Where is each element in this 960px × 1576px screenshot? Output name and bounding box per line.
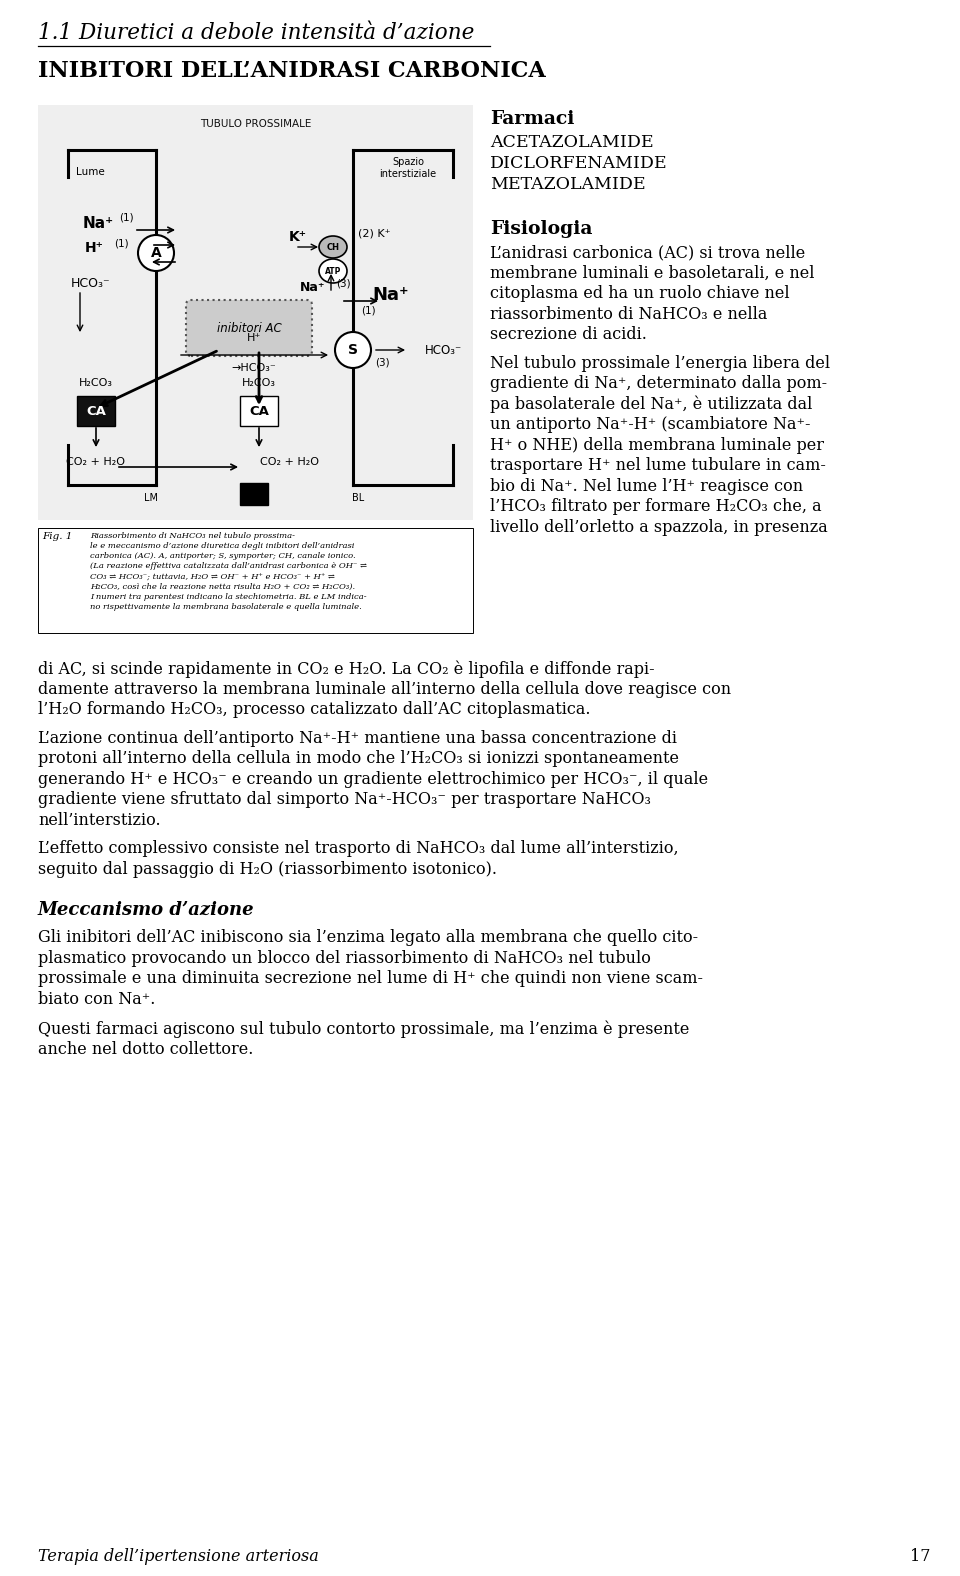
Text: 17: 17 — [909, 1548, 930, 1565]
Text: CH: CH — [326, 243, 340, 252]
Text: (3): (3) — [336, 277, 350, 288]
Text: trasportare H⁺ nel lume tubulare in cam-: trasportare H⁺ nel lume tubulare in cam- — [490, 457, 826, 474]
Text: Lume: Lume — [76, 167, 105, 177]
Text: METAZOLAMIDE: METAZOLAMIDE — [490, 177, 646, 192]
Text: H₂CO₃: H₂CO₃ — [79, 378, 113, 388]
Text: DICLORFENAMIDE: DICLORFENAMIDE — [490, 154, 667, 172]
Text: livello dell’orletto a spazzola, in presenza: livello dell’orletto a spazzola, in pres… — [490, 519, 828, 536]
Text: Farmaci: Farmaci — [490, 110, 574, 128]
Text: di AC, si scinde rapidamente in CO₂ e H₂O. La CO₂ è lipofila e diffonde rapi-: di AC, si scinde rapidamente in CO₂ e H₂… — [38, 660, 655, 678]
Text: generando H⁺ e HCO₃⁻ e creando un gradiente elettrochimico per HCO₃⁻, il quale: generando H⁺ e HCO₃⁻ e creando un gradie… — [38, 771, 708, 788]
Text: protoni all’interno della cellula in modo che l’H₂CO₃ si ionizzi spontaneamente: protoni all’interno della cellula in mod… — [38, 750, 679, 768]
Text: Fig. 1: Fig. 1 — [42, 533, 72, 541]
Text: L’anidrasi carbonica (AC) si trova nelle: L’anidrasi carbonica (AC) si trova nelle — [490, 244, 805, 262]
Text: K⁺: K⁺ — [289, 230, 307, 244]
Text: Gli inibitori dell’AC inibiscono sia l’enzima legato alla membrana che quello ci: Gli inibitori dell’AC inibiscono sia l’e… — [38, 928, 698, 946]
Text: prossimale e una diminuita secrezione nel lume di H⁺ che quindi non viene scam-: prossimale e una diminuita secrezione ne… — [38, 969, 703, 987]
Text: ATP: ATP — [324, 266, 341, 276]
Text: gradiente viene sfruttato dal simporto Na⁺-HCO₃⁻ per trasportare NaHCO₃: gradiente viene sfruttato dal simporto N… — [38, 791, 651, 808]
Text: ACETAZOLAMIDE: ACETAZOLAMIDE — [490, 134, 654, 151]
Text: CA: CA — [249, 405, 269, 418]
Text: H₂CO₃: H₂CO₃ — [242, 378, 276, 388]
Text: A: A — [151, 246, 161, 260]
Text: LM: LM — [144, 493, 158, 503]
Text: gradiente di Na⁺, determinato dalla pom-: gradiente di Na⁺, determinato dalla pom- — [490, 375, 828, 392]
Text: INIBITORI DELL’ANIDRASI CARBONICA: INIBITORI DELL’ANIDRASI CARBONICA — [38, 60, 545, 82]
Text: TUBULO PROSSIMALE: TUBULO PROSSIMALE — [200, 120, 311, 129]
Text: plasmatico provocando un blocco del riassorbimento di NaHCO₃ nel tubulo: plasmatico provocando un blocco del rias… — [38, 949, 651, 966]
Text: (1): (1) — [361, 306, 375, 315]
Text: Na⁺: Na⁺ — [300, 281, 325, 293]
Text: membrane luminali e basoletarali, e nel: membrane luminali e basoletarali, e nel — [490, 265, 814, 282]
Text: un antiporto Na⁺-H⁺ (scambiatore Na⁺-: un antiporto Na⁺-H⁺ (scambiatore Na⁺- — [490, 416, 810, 433]
FancyBboxPatch shape — [240, 482, 268, 504]
Text: bio di Na⁺. Nel lume l’H⁺ reagisce con: bio di Na⁺. Nel lume l’H⁺ reagisce con — [490, 478, 804, 495]
Text: l’HCO₃ filtrato per formare H₂CO₃ che, a: l’HCO₃ filtrato per formare H₂CO₃ che, a — [490, 498, 822, 515]
FancyBboxPatch shape — [77, 396, 115, 426]
Ellipse shape — [319, 258, 347, 284]
Text: L’effetto complessivo consiste nel trasporto di NaHCO₃ dal lume all’interstizio,: L’effetto complessivo consiste nel trasp… — [38, 840, 679, 857]
Text: H⁺: H⁺ — [84, 241, 104, 255]
Text: Na⁺: Na⁺ — [372, 285, 409, 304]
Text: Meccanismo d’azione: Meccanismo d’azione — [38, 901, 254, 919]
Text: (1): (1) — [113, 238, 129, 247]
Circle shape — [335, 333, 371, 369]
FancyBboxPatch shape — [38, 528, 473, 634]
Text: secrezione di acidi.: secrezione di acidi. — [490, 326, 647, 344]
Text: riassorbimento di NaHCO₃ e nella: riassorbimento di NaHCO₃ e nella — [490, 306, 767, 323]
Text: CO₂ + H₂O: CO₂ + H₂O — [259, 457, 319, 466]
Text: biato con Na⁺.: biato con Na⁺. — [38, 990, 156, 1007]
Text: seguito dal passaggio di H₂O (riassorbimento isotonico).: seguito dal passaggio di H₂O (riassorbim… — [38, 860, 497, 878]
Text: l’H₂O formando H₂CO₃, processo catalizzato dall’AC citoplasmatica.: l’H₂O formando H₂CO₃, processo catalizza… — [38, 701, 590, 719]
Text: BL: BL — [352, 493, 364, 503]
Text: Questi farmaci agiscono sul tubulo contorto prossimale, ma l’enzima è presente: Questi farmaci agiscono sul tubulo conto… — [38, 1021, 689, 1039]
Text: (3): (3) — [375, 358, 390, 367]
Text: Terapia dell’ipertensione arteriosa: Terapia dell’ipertensione arteriosa — [38, 1548, 319, 1565]
Text: H⁺: H⁺ — [247, 333, 261, 344]
Text: damente attraverso la membrana luminale all’interno della cellula dove reagisce : damente attraverso la membrana luminale … — [38, 681, 732, 698]
Text: Spazio
interstiziale: Spazio interstiziale — [379, 158, 437, 180]
Text: inibitori AC: inibitori AC — [217, 322, 281, 334]
Text: (1): (1) — [119, 213, 133, 222]
Text: nell’interstizio.: nell’interstizio. — [38, 812, 160, 829]
Text: HCO₃⁻: HCO₃⁻ — [425, 344, 463, 356]
Text: (2) K⁺: (2) K⁺ — [358, 229, 391, 238]
Ellipse shape — [319, 236, 347, 258]
Text: Riassorbimento di NaHCO₃ nel tubulo prossima-
le e meccanismo d’azione diuretica: Riassorbimento di NaHCO₃ nel tubulo pros… — [90, 533, 367, 611]
Text: HCO₃⁻: HCO₃⁻ — [71, 276, 110, 290]
FancyBboxPatch shape — [38, 106, 473, 520]
Text: →HCO₃⁻: →HCO₃⁻ — [231, 362, 276, 374]
FancyBboxPatch shape — [186, 299, 312, 356]
Text: Na⁺: Na⁺ — [83, 216, 113, 230]
Circle shape — [138, 235, 174, 271]
Text: 1.1 Diuretici a debole intensità d’azione: 1.1 Diuretici a debole intensità d’azion… — [38, 22, 474, 44]
Text: S: S — [348, 344, 358, 358]
Text: H⁺ o NHE) della membrana luminale per: H⁺ o NHE) della membrana luminale per — [490, 437, 824, 454]
Text: Nel tubulo prossimale l’energia libera del: Nel tubulo prossimale l’energia libera d… — [490, 355, 830, 372]
Text: L’azione continua dell’antiporto Na⁺-H⁺ mantiene una bassa concentrazione di: L’azione continua dell’antiporto Na⁺-H⁺ … — [38, 730, 677, 747]
Text: CO₂ + H₂O: CO₂ + H₂O — [66, 457, 126, 466]
Text: Fisiologia: Fisiologia — [490, 221, 592, 238]
Text: pa basolaterale del Na⁺, è utilizzata dal: pa basolaterale del Na⁺, è utilizzata da… — [490, 396, 812, 413]
Text: citoplasma ed ha un ruolo chiave nel: citoplasma ed ha un ruolo chiave nel — [490, 285, 790, 303]
Text: anche nel dotto collettore.: anche nel dotto collettore. — [38, 1042, 253, 1059]
Text: CA: CA — [86, 405, 106, 418]
FancyBboxPatch shape — [240, 396, 278, 426]
